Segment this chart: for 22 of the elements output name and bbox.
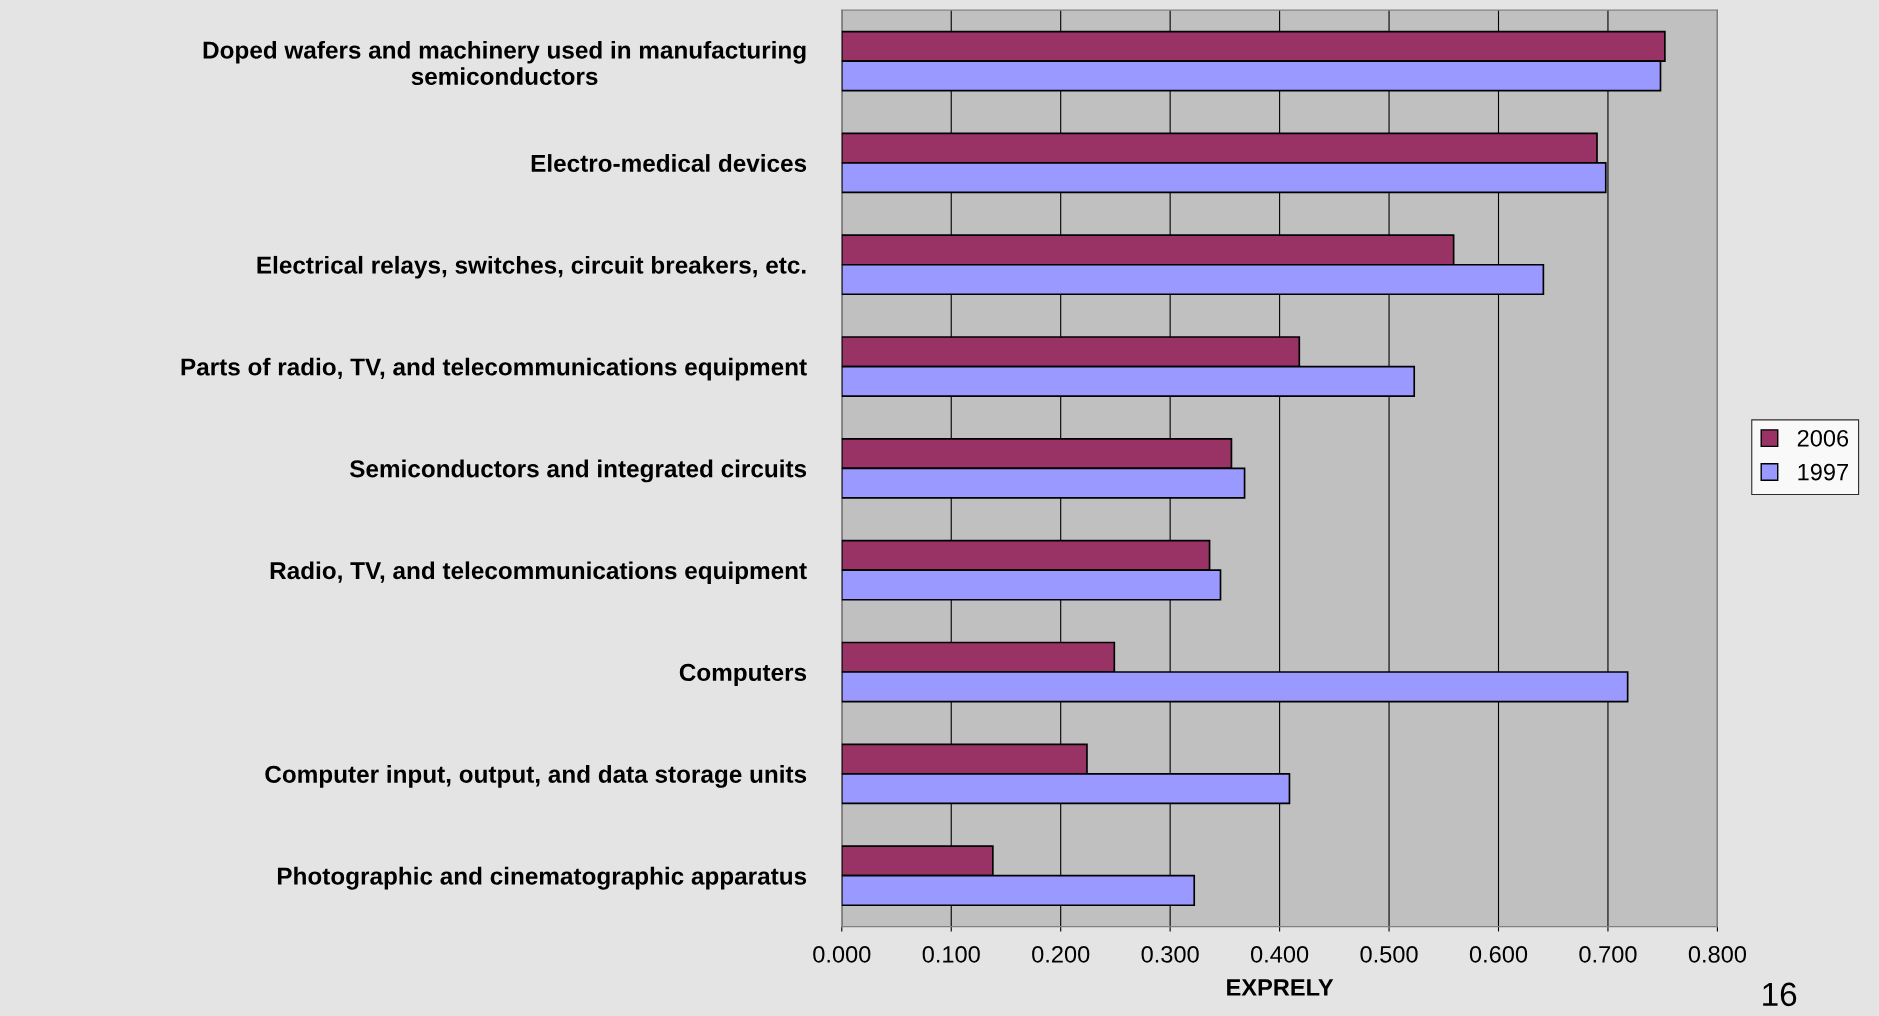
y-tick-label: Electro-medical devices [531,154,807,172]
legend-label: 2006 [1797,429,1849,447]
x-tick-label: 0.700 [1579,945,1637,963]
x-tick-label: 0.600 [1469,945,1528,963]
x-tick-label: 0.200 [1032,945,1090,963]
y-tick-label: Photographic and cinematographic apparatus [277,866,807,890]
y-tick-label: Semiconductors and integrated circuits [349,459,807,483]
x-tick-label: 0.500 [1360,945,1418,963]
y-tick-label: Electrical relays, switches, circuit breakers, etc. [257,255,806,279]
x-tick-label: 0.800 [1688,945,1747,963]
legend-label: 1997 [1798,463,1848,481]
y-tick-label: Computers [679,663,807,686]
x-axis-title: EXPRELY [1227,979,1334,996]
x-tick-label: 0.000 [813,945,871,963]
x-tick-label: 0.400 [1250,945,1309,963]
y-tick-label: Parts of radio, TV, and telecommunications equipment [181,357,807,381]
y-tick-label: Doped wafers and machinery used in manufacturing semiconductors [203,40,806,86]
x-tick-label: 0.100 [922,945,980,963]
x-tick-label: 0.300 [1141,945,1199,963]
y-tick-label: Computer input, output, and data storage units [265,765,807,788]
y-tick-label: Radio, TV, and telecommunications equipment [270,561,807,585]
text: 16 [1763,982,1797,1007]
